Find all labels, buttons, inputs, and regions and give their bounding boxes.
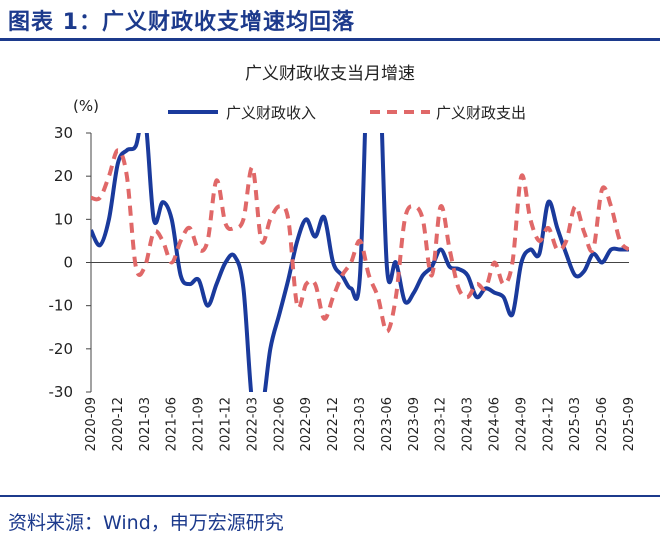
source-note: 资料来源：Wind，申万宏源研究 <box>8 512 284 534</box>
x-tick-label: 2025-06 <box>595 397 610 451</box>
chart-title: 广义财政收支当月增速 <box>245 64 415 84</box>
y-tick-label: 30 <box>54 124 73 142</box>
x-tick-label: 2020-12 <box>111 397 126 451</box>
x-tick-label: 2020-09 <box>84 397 99 451</box>
x-tick-label: 2024-06 <box>488 397 503 451</box>
x-tick-label: 2024-03 <box>461 397 476 451</box>
y-axis-ticks: 30 20 10 0 -10 -20 -30 <box>49 124 91 401</box>
x-tick-label: 2025-03 <box>568 397 583 451</box>
figure-title: 图表 1：广义财政收支增速均回落 <box>8 10 355 35</box>
x-tick-label: 2022-09 <box>299 397 314 451</box>
y-tick-label: -20 <box>49 340 74 358</box>
series-layer <box>91 133 629 392</box>
x-tick-label: 2023-09 <box>407 397 422 451</box>
x-tick-label: 2023-03 <box>353 397 368 451</box>
y-tick-label: -30 <box>49 383 74 401</box>
x-tick-label: 2021-09 <box>192 397 207 451</box>
series-line-revenue <box>91 133 629 392</box>
legend: 广义财政收入 广义财政支出 <box>168 104 526 122</box>
chart: 广义财政收支当月增速 (%) 广义财政收入 广义财政支出 30 20 10 0 -10 -… <box>49 64 638 451</box>
y-tick-label: -10 <box>49 297 74 315</box>
x-tick-label: 2021-06 <box>165 397 180 451</box>
y-tick-label: 0 <box>63 254 73 272</box>
x-tick-label: 2021-12 <box>219 397 234 451</box>
x-tick-label: 2023-06 <box>380 397 395 451</box>
footer-divider <box>0 495 660 497</box>
x-tick-label: 2024-09 <box>514 397 529 451</box>
x-axis-ticks: 2020-09 2020-12 2021-03 2021-06 2021-09 2021-… <box>84 397 637 451</box>
x-tick-label: 2024-12 <box>541 397 556 451</box>
x-tick-label: 2021-03 <box>138 397 153 451</box>
x-tick-label: 2022-12 <box>326 397 341 451</box>
legend-label-revenue: 广义财政收入 <box>226 104 316 122</box>
y-axis-unit: (%) <box>73 97 99 115</box>
series-line-expenditure <box>91 148 629 334</box>
x-tick-label: 2022-06 <box>272 397 287 451</box>
x-tick-label: 2025-09 <box>622 397 637 451</box>
y-tick-label: 10 <box>54 210 73 228</box>
title-divider <box>0 38 660 41</box>
x-tick-label: 2023-12 <box>434 397 449 451</box>
y-tick-label: 20 <box>54 167 73 185</box>
x-tick-label: 2022-03 <box>245 397 260 451</box>
legend-label-expenditure: 广义财政支出 <box>436 104 526 122</box>
